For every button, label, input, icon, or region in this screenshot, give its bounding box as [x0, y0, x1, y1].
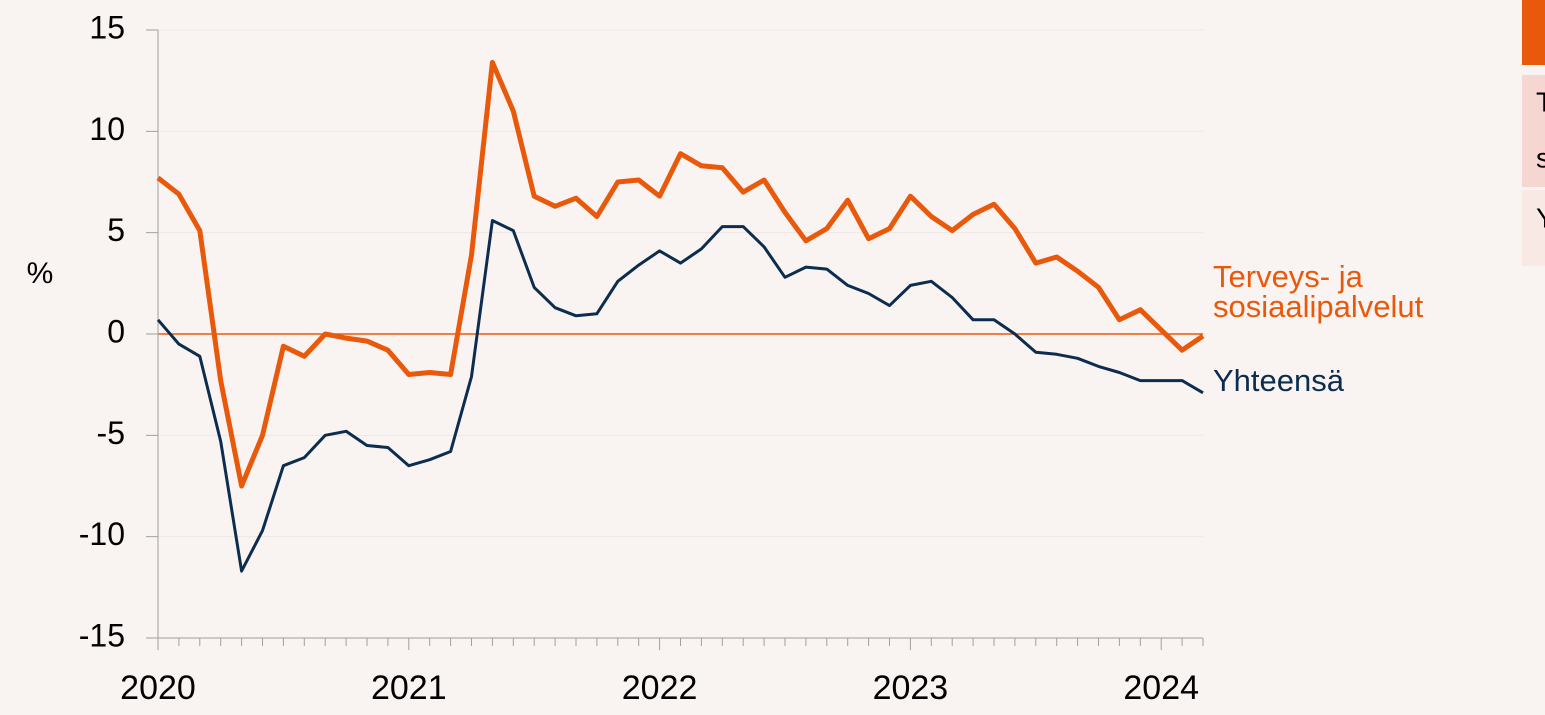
x-tick-label: 2023	[873, 669, 949, 707]
series-line	[156, 59, 1205, 489]
x-tick-label: 2021	[371, 669, 447, 707]
series-end-label: Terveys- ja sosiaalipalvelut	[1213, 259, 1424, 324]
y-tick-label: -15	[79, 617, 125, 653]
panel-text: Y	[1536, 202, 1545, 233]
y-tick-label: -5	[97, 415, 125, 451]
panel-row	[1522, 190, 1545, 266]
y-tick-label: 5	[107, 212, 125, 248]
y-tick-label: 0	[107, 313, 125, 349]
panel-row	[1522, 75, 1545, 187]
panel-text: s	[1536, 142, 1545, 173]
panel-header	[1522, 0, 1545, 65]
x-tick-label: 2024	[1123, 669, 1199, 707]
y-tick-label: 10	[89, 111, 125, 147]
x-tick-label: 2022	[622, 669, 698, 707]
series-end-label: Yhteensä	[1213, 363, 1344, 398]
series-line	[156, 219, 1204, 573]
x-tick-label: 2020	[120, 669, 196, 707]
y-tick-label: -10	[79, 516, 125, 552]
y-axis-label: %	[27, 257, 54, 290]
y-tick-label: 15	[89, 9, 125, 45]
panel-text: T	[1536, 86, 1545, 117]
